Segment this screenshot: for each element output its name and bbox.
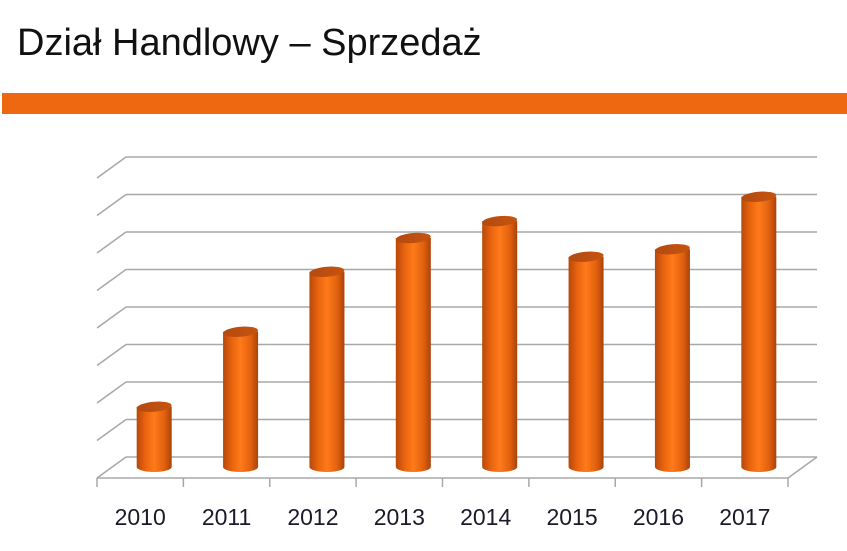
accent-bar bbox=[2, 93, 847, 114]
bar-2016 bbox=[654, 244, 690, 472]
bar-2013 bbox=[395, 232, 431, 472]
bar-2011 bbox=[223, 326, 259, 472]
bar-2012 bbox=[309, 266, 345, 472]
x-label-2015: 2015 bbox=[546, 504, 597, 530]
bar-2017 bbox=[741, 191, 777, 472]
x-label-2013: 2013 bbox=[374, 504, 425, 530]
bar-2015 bbox=[568, 251, 604, 472]
x-label-2014: 2014 bbox=[460, 504, 511, 530]
x-label-2017: 2017 bbox=[719, 504, 770, 530]
gridlines bbox=[96, 156, 817, 442]
bar-2014 bbox=[482, 215, 518, 472]
page-title: Dział Handlowy – Sprzedaż bbox=[17, 22, 482, 64]
x-label-2012: 2012 bbox=[287, 504, 338, 530]
x-label-2011: 2011 bbox=[202, 504, 251, 530]
chart-floor bbox=[96, 456, 818, 487]
bars bbox=[136, 191, 777, 472]
x-label-2010: 2010 bbox=[115, 504, 166, 530]
x-label-2016: 2016 bbox=[633, 504, 684, 530]
x-axis-labels: 2010 2011 2012 2013 2014 2015 2016 2017 bbox=[115, 504, 771, 530]
bar-2010 bbox=[136, 401, 172, 472]
